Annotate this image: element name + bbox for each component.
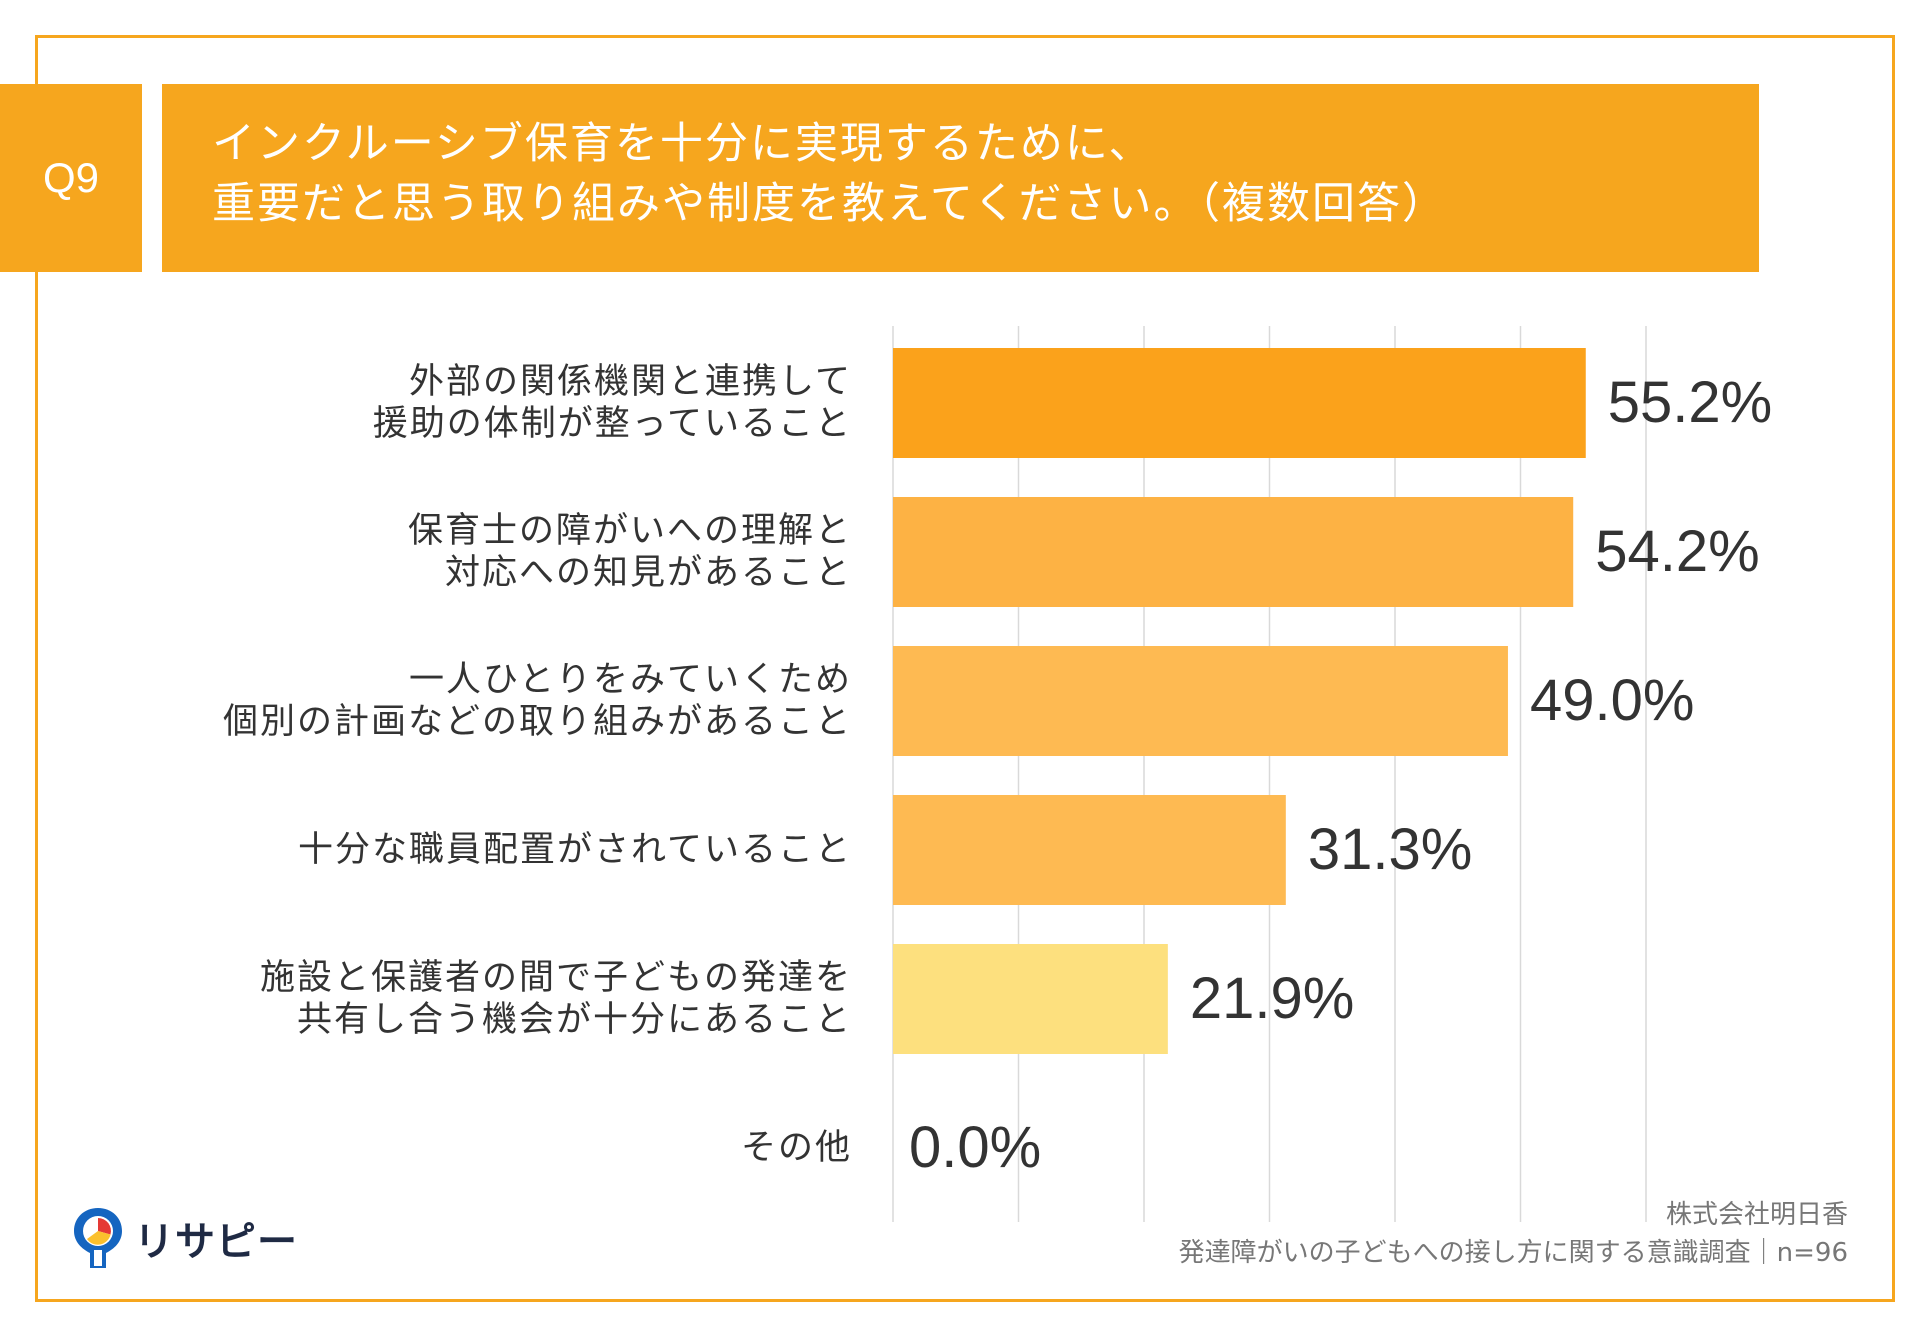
category-label-5: 施設と保護者の間で子どもの発達を 共有し合う機会が十分にあること (260, 944, 852, 1054)
value-label-4: 31.3% (1307, 817, 1473, 882)
value-label-5: 21.9% (1189, 966, 1355, 1031)
category-label-line: 援助の体制が整っていること (372, 404, 852, 444)
value-label-2: 54.2% (1595, 519, 1760, 584)
category-label-line: 十分な職員配置がされていること (298, 830, 852, 870)
category-label-2: 保育士の障がいへの理解と 対応への知見があること (408, 497, 852, 607)
title-line-1: インクルーシブ保育を十分に実現するために、 (212, 119, 1154, 169)
category-label-line: 施設と保護者の間で子どもの発達を (259, 958, 852, 998)
bar-5 (893, 944, 1168, 1054)
value-label-1: 55.2% (1607, 370, 1773, 435)
question-badge: Q9 (0, 84, 142, 272)
value-label-6: 0.0% (909, 1115, 1042, 1180)
value-label-3: 49.0% (1529, 668, 1695, 733)
map-pin-pie-icon (74, 1208, 122, 1268)
source-survey: 発達障がいの子どもへの接し方に関する意識調査｜n=96 (1178, 1238, 1848, 1268)
bar-1 (893, 348, 1586, 458)
bar-4 (893, 795, 1286, 905)
category-label-3: 一人ひとりをみていくため 個別の計画などの取り組みがあること (223, 646, 852, 756)
category-label-line: 一人ひとりをみていくため (409, 660, 852, 700)
title-line-2: 重要だと思う取り組みや制度を教えてください。（複数回答） (212, 179, 1448, 229)
category-label-line: 個別の計画などの取り組みがあること (222, 702, 852, 742)
logo: リサピー (70, 1206, 298, 1270)
bar-2 (893, 497, 1574, 607)
chart-frame (35, 35, 1895, 1302)
category-label-line: 対応への知見があること (444, 553, 852, 593)
category-label-6: その他 (741, 1093, 852, 1203)
source-note: 株式会社明日香 発達障がいの子どもへの接し方に関する意識調査｜n=96 (1179, 1196, 1848, 1272)
bar-3 (893, 646, 1508, 756)
chart-title: インクルーシブ保育を十分に実現するために、 重要だと思う取り組みや制度を教えてく… (162, 84, 1759, 272)
source-company: 株式会社明日香 (1665, 1200, 1848, 1230)
category-label-line: その他 (740, 1128, 852, 1168)
category-label-line: 保育士の障がいへの理解と (407, 511, 852, 551)
category-label-4: 十分な職員配置がされていること (298, 795, 852, 905)
category-label-line: 外部の関係機関と連携して (409, 362, 852, 402)
logo-text: リサピー (134, 1219, 298, 1265)
category-label-line: 共有し合う機会が十分にあること (296, 1000, 852, 1040)
category-label-1: 外部の関係機関と連携して 援助の体制が整っていること (373, 348, 852, 458)
